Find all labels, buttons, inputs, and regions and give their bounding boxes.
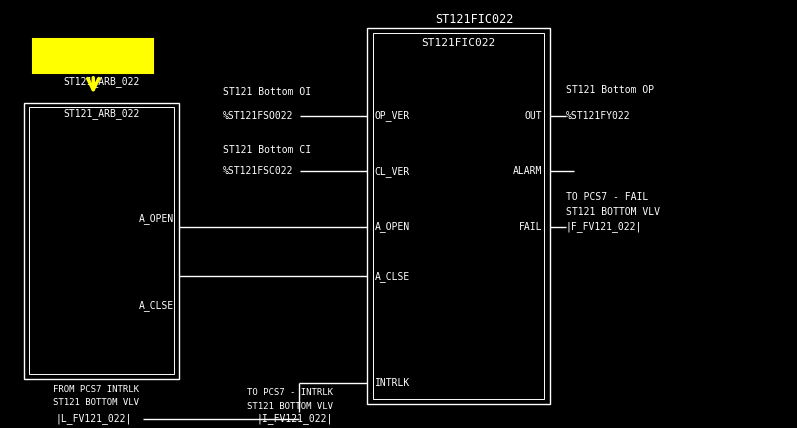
Bar [29, 107, 174, 374]
Text: ST121 BOTTOM VLV: ST121 BOTTOM VLV [566, 207, 660, 217]
Text: ST121 BOTTOM VLV: ST121 BOTTOM VLV [247, 402, 333, 411]
Text: Here it is!: Here it is! [52, 48, 135, 63]
Text: TO PCS7 - FAIL: TO PCS7 - FAIL [566, 192, 648, 202]
Bar [373, 33, 544, 399]
Text: |L_FV121_022|: |L_FV121_022| [56, 413, 132, 424]
Text: OUT: OUT [524, 110, 542, 121]
Text: FAIL: FAIL [519, 222, 542, 232]
Text: A_OPEN: A_OPEN [375, 221, 410, 232]
Text: ST121_ARB_022: ST121_ARB_022 [63, 108, 139, 119]
Text: INTRLK: INTRLK [375, 378, 410, 388]
Text: %ST121FSO022: %ST121FSO022 [223, 110, 293, 121]
Text: A_CLSE: A_CLSE [139, 300, 174, 312]
Text: TO PCS7 - INTRLK: TO PCS7 - INTRLK [247, 388, 333, 398]
Text: ST121_ARB_022: ST121_ARB_022 [63, 76, 139, 87]
Text: OP_VER: OP_VER [375, 110, 410, 121]
Text: CL_VER: CL_VER [375, 166, 410, 177]
Text: ST121 Bottom CI: ST121 Bottom CI [223, 145, 312, 155]
Text: ST121 BOTTOM VLV: ST121 BOTTOM VLV [53, 398, 139, 407]
Text: |F_FV121_022|: |F_FV121_022| [566, 221, 642, 232]
Text: ST121FIC022: ST121FIC022 [435, 13, 513, 26]
Bar [33, 39, 153, 73]
Bar [367, 28, 550, 404]
Text: ST121FIC022: ST121FIC022 [421, 38, 496, 48]
Text: %ST121FY022: %ST121FY022 [566, 110, 630, 121]
Text: FROM PCS7 INTRLK: FROM PCS7 INTRLK [53, 385, 139, 394]
Bar [24, 103, 179, 379]
Text: ST121 Bottom OI: ST121 Bottom OI [223, 87, 312, 97]
Text: A_CLSE: A_CLSE [375, 270, 410, 282]
Text: ST121 Bottom OP: ST121 Bottom OP [566, 85, 654, 95]
Text: A_OPEN: A_OPEN [139, 213, 174, 224]
Text: %ST121FSC022: %ST121FSC022 [223, 166, 293, 176]
Text: |I_FV121_022|: |I_FV121_022| [257, 413, 333, 424]
Text: ALARM: ALARM [512, 166, 542, 176]
